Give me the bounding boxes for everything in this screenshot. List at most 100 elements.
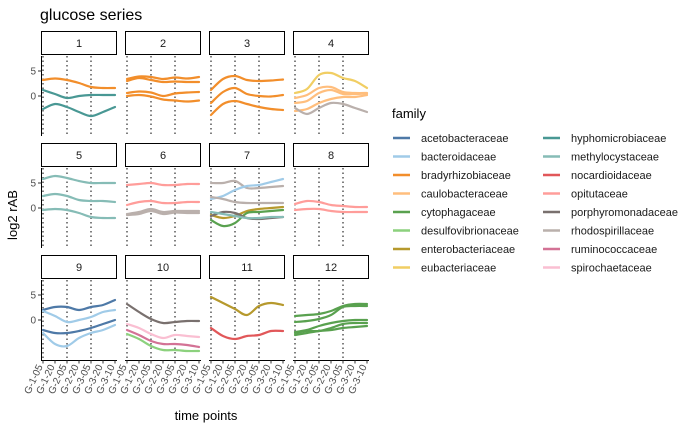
facet-strip-label: 2 xyxy=(160,38,166,50)
facet-strip-label: 8 xyxy=(328,150,334,162)
facet-strip-label: 1 xyxy=(76,38,82,50)
legend-item-cytophagaceae: cytophagaceae xyxy=(393,207,496,219)
legend-item-desulfovibrionaceae: desulfovibrionaceae xyxy=(393,226,519,238)
facet-strip xyxy=(125,143,201,167)
series-line-bradyrhizobiaceae xyxy=(125,93,201,103)
chart-title: glucose series xyxy=(40,7,142,24)
series-line-rhodospirillaceae xyxy=(209,179,285,190)
series-line-methylocystaceae xyxy=(41,207,117,220)
series-line-methylocystaceae xyxy=(209,210,285,220)
series-line-acetobacteraceae xyxy=(41,318,117,335)
series-line-cytophagaceae xyxy=(293,324,369,337)
facet-strip xyxy=(41,255,117,279)
series-line-caulobacteraceae xyxy=(293,88,369,105)
series-line-cytophagaceae xyxy=(293,302,369,318)
facet-strip xyxy=(41,143,117,167)
facet-strip xyxy=(41,31,117,55)
series-line-bradyrhizobiaceae xyxy=(41,77,117,90)
legend-label: hyphomicrobiaceae xyxy=(571,133,666,145)
legend-label: nocardioidaceae xyxy=(571,170,652,182)
legend-item-hyphomicrobiaceae: hyphomicrobiaceae xyxy=(543,133,666,145)
legend-label: methylocystaceae xyxy=(571,152,659,164)
series-line-bradyrhizobiaceae xyxy=(125,75,201,81)
facet-strip-label: 9 xyxy=(76,262,82,274)
series-line-desulfovibrionaceae xyxy=(125,332,201,353)
legend-label: bacteroidaceae xyxy=(421,152,496,164)
series-line-eubacteriaceae xyxy=(293,71,369,95)
legend-label: ruminococcaceae xyxy=(571,244,657,256)
legend-label: spirochaetaceae xyxy=(571,263,652,275)
facet-strip xyxy=(125,255,201,279)
series-line-methylocystaceae xyxy=(41,192,117,204)
series-line-rhodospirillaceae xyxy=(209,195,285,205)
series-line-bradyrhizobiaceae xyxy=(125,90,201,98)
legend-item-caulobacteraceae: caulobacteraceae xyxy=(393,189,508,201)
series-line-cytophagaceae xyxy=(293,321,369,335)
legend-label: bradyrhizobiaceae xyxy=(421,170,511,182)
legend-item-porphyromonadaceae: porphyromonadaceae xyxy=(543,207,678,219)
facet-panel-7: 7 xyxy=(209,143,285,248)
series-line-bacteroidaceae xyxy=(209,177,285,201)
facet-strip-label: 11 xyxy=(241,262,252,274)
y-tick-label: 0 xyxy=(30,316,36,327)
facet-panel-8: 8 xyxy=(293,143,369,248)
facet-strip-label: 12 xyxy=(325,262,337,274)
series-line-bacteroidaceae xyxy=(41,308,117,324)
facet-strip-label: 3 xyxy=(244,38,250,50)
series-line-hyphomicrobiaceae xyxy=(41,102,117,118)
legend-label: opitutaceae xyxy=(571,189,628,201)
facet-strip xyxy=(293,143,369,167)
facet-strip xyxy=(209,143,285,167)
series-line-enterobacteriaceae xyxy=(209,295,285,317)
facet-strip xyxy=(209,255,285,279)
series-line-rhodospirillaceae xyxy=(125,207,201,216)
series-line-opitutaceae xyxy=(293,199,369,209)
legend-label: eubacteriaceae xyxy=(421,263,496,275)
facet-panel-4: 4 xyxy=(293,31,369,136)
facet-panel-2: 2 xyxy=(125,31,201,136)
series-line-opitutaceae xyxy=(125,199,201,207)
series-line-cytophagaceae xyxy=(209,208,285,228)
legend-item-opitutaceae: opitutaceae xyxy=(543,189,628,201)
facet-strip xyxy=(293,31,369,55)
legend-item-bacteroidaceae: bacteroidaceae xyxy=(393,152,496,164)
legend-item-enterobacteriaceae: enterobacteriaceae xyxy=(393,244,515,256)
facet-strip xyxy=(293,255,369,279)
legend-item-nocardioidaceae: nocardioidaceae xyxy=(543,170,652,182)
series-line-acetobacteraceae xyxy=(41,298,117,312)
facet-panel-3: 3 xyxy=(209,31,285,136)
facet-panel-10: 10G-1-05G-1-20G-2-05G-2-20G-3-05G-3-20G-… xyxy=(107,255,202,396)
y-tick-label: 0 xyxy=(30,92,36,103)
series-line-bradyrhizobiaceae xyxy=(209,74,285,92)
facet-strip-label: 7 xyxy=(244,150,250,162)
legend-label: enterobacteriaceae xyxy=(421,244,515,256)
legend-item-spirochaetaceae: spirochaetaceae xyxy=(543,263,652,275)
series-line-bradyrhizobiaceae xyxy=(209,99,285,117)
series-line-bradyrhizobiaceae xyxy=(125,76,201,84)
facet-panel-1: 1 0 5 xyxy=(30,31,117,136)
legend-label: porphyromonadaceae xyxy=(571,207,678,219)
facet-strip xyxy=(125,31,201,55)
facet-strip-label: 5 xyxy=(76,150,82,162)
series-line-cytophagaceae xyxy=(293,304,369,324)
legend-label: caulobacteraceae xyxy=(421,189,508,201)
series-line-enterobacteriaceae xyxy=(209,205,285,220)
series-line-bradyrhizobiaceae xyxy=(209,86,285,105)
y-tick-label: 0 xyxy=(30,204,36,215)
facet-strip-label: 6 xyxy=(160,150,166,162)
legend-item-acetobacteraceae: acetobacteraceae xyxy=(393,133,508,145)
series-line-caulobacteraceae xyxy=(293,93,369,113)
series-line-ruminococcaceae xyxy=(125,328,201,349)
facet-strip-label: 10 xyxy=(157,262,169,274)
facet-panel-6: 6 xyxy=(125,143,201,248)
facet-strip-label: 4 xyxy=(328,38,334,50)
series-line-porphyromonadaceae xyxy=(125,302,201,325)
y-tick-label: 5 xyxy=(30,179,36,190)
series-line-bacteroidaceae xyxy=(41,323,117,348)
legend-title: family xyxy=(392,106,426,121)
series-line-methylocystaceae xyxy=(41,174,117,185)
series-line-rhodospirillaceae xyxy=(293,101,369,116)
legend-item-methylocystaceae: methylocystaceae xyxy=(543,152,659,164)
